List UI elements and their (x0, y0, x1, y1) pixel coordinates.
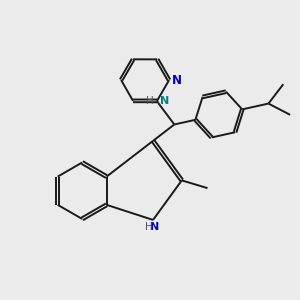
Text: H: H (146, 96, 154, 106)
Text: N: N (160, 96, 169, 106)
Text: N: N (172, 74, 182, 87)
Text: N: N (150, 222, 159, 232)
Text: H: H (145, 222, 153, 232)
